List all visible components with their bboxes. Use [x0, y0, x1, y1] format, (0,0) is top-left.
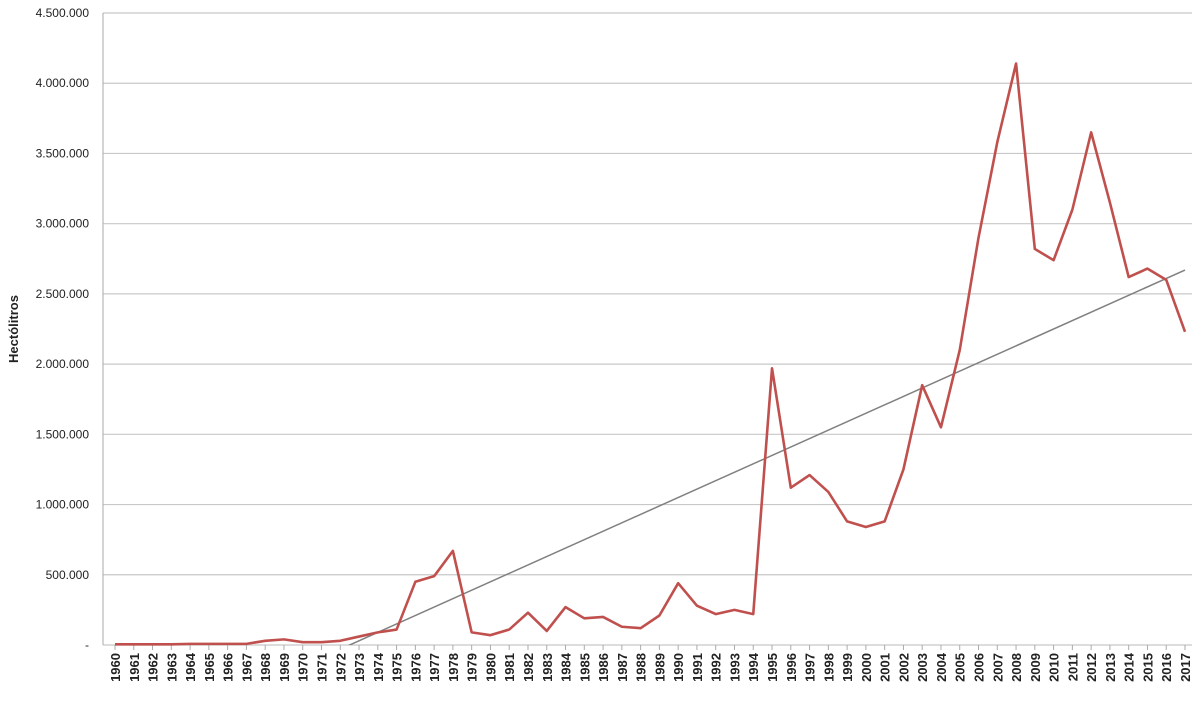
x-tick-label: 2005 [953, 653, 968, 682]
x-tick-label: 2008 [1009, 653, 1024, 682]
x-tick-label: 1993 [727, 653, 742, 682]
x-tick-label: 1967 [239, 653, 254, 682]
x-tick-label: 2017 [1178, 653, 1193, 682]
x-tick-label: 1987 [615, 653, 630, 682]
x-tick-label: 1988 [634, 653, 649, 682]
x-tick-label: 2000 [859, 653, 874, 682]
x-tick-label: 2002 [896, 653, 911, 682]
x-tick-label: 1971 [314, 653, 329, 682]
x-tick-label: 2003 [915, 653, 930, 682]
y-tick-label: 4.500.000 [36, 6, 90, 20]
x-tick-label: 2014 [1122, 652, 1137, 682]
x-tick-label: 1985 [577, 653, 592, 682]
x-tick-label: 1995 [765, 653, 780, 682]
x-tick-label: 2006 [972, 653, 987, 682]
x-tick-label: 1992 [709, 653, 724, 682]
x-tick-label: 1980 [483, 653, 498, 682]
y-tick-label: - [85, 638, 89, 652]
x-tick-label: 1962 [146, 653, 161, 682]
x-tick-label: 1977 [427, 653, 442, 682]
x-tick-label: 1986 [596, 653, 611, 682]
y-tick-label: 1.000.000 [36, 498, 90, 512]
x-tick-label: 1970 [296, 653, 311, 682]
x-tick-label: 2010 [1047, 653, 1062, 682]
x-tick-label: 1964 [183, 652, 198, 682]
plot-area [347, 269, 1186, 645]
x-tick-label: 2009 [1028, 653, 1043, 682]
x-tick-label: 1976 [408, 653, 423, 682]
x-tick-label: 2012 [1084, 653, 1099, 682]
x-tick-label: 1972 [333, 653, 348, 682]
y-axis-label: Hectólitros [6, 295, 21, 363]
x-tick-label: 1981 [502, 653, 517, 682]
x-tick-label: 1961 [127, 653, 142, 682]
x-tick-label: 1994 [746, 652, 761, 682]
x-tick-label: 2001 [878, 653, 893, 682]
y-tick-label: 2.000.000 [36, 357, 90, 371]
y-tick-label: 3.000.000 [36, 217, 90, 231]
x-tick-label: 1990 [671, 653, 686, 682]
x-tick-label: 1974 [371, 652, 386, 682]
y-tick-label: 3.500.000 [36, 146, 90, 160]
x-tick-label: 2015 [1140, 653, 1155, 682]
x-tick-label: 1979 [465, 653, 480, 682]
y-tick-label: 1.500.000 [36, 427, 90, 441]
x-tick-label: 1999 [840, 653, 855, 682]
x-tick-label: 1966 [221, 653, 236, 682]
x-tick-label: 2004 [934, 652, 949, 682]
y-tick-label: 500.000 [46, 568, 90, 582]
x-tick-label: 1969 [277, 653, 292, 682]
x-tick-label: 1968 [258, 653, 273, 682]
x-tick-label: 2016 [1159, 653, 1174, 682]
x-tick-label: 1973 [352, 653, 367, 682]
x-tick-label: 1978 [446, 653, 461, 682]
x-tick-label: 2007 [990, 653, 1005, 682]
x-tick-label: 1975 [390, 653, 405, 682]
x-tick-label: 1989 [652, 653, 667, 682]
x-tick-label: 1960 [108, 653, 123, 682]
x-tick-label: 1996 [784, 653, 799, 682]
x-tick-label: 2013 [1103, 653, 1118, 682]
x-tick-label: 1991 [690, 653, 705, 682]
x-tick-label: 1997 [803, 653, 818, 682]
x-tick-label: 1982 [521, 653, 536, 682]
x-tick-label: 2011 [1065, 653, 1080, 681]
data-line [115, 62, 1187, 646]
x-tick-label: 1984 [559, 652, 574, 682]
y-tick-label: 2.500.000 [36, 287, 90, 301]
trend-line [347, 269, 1186, 645]
x-tick-label: 1998 [821, 653, 836, 682]
x-tick-label: 1965 [202, 653, 217, 682]
x-tick-label: 1983 [540, 653, 555, 682]
x-tick-label: 1963 [164, 653, 179, 682]
y-tick-label: 4.000.000 [36, 76, 90, 90]
